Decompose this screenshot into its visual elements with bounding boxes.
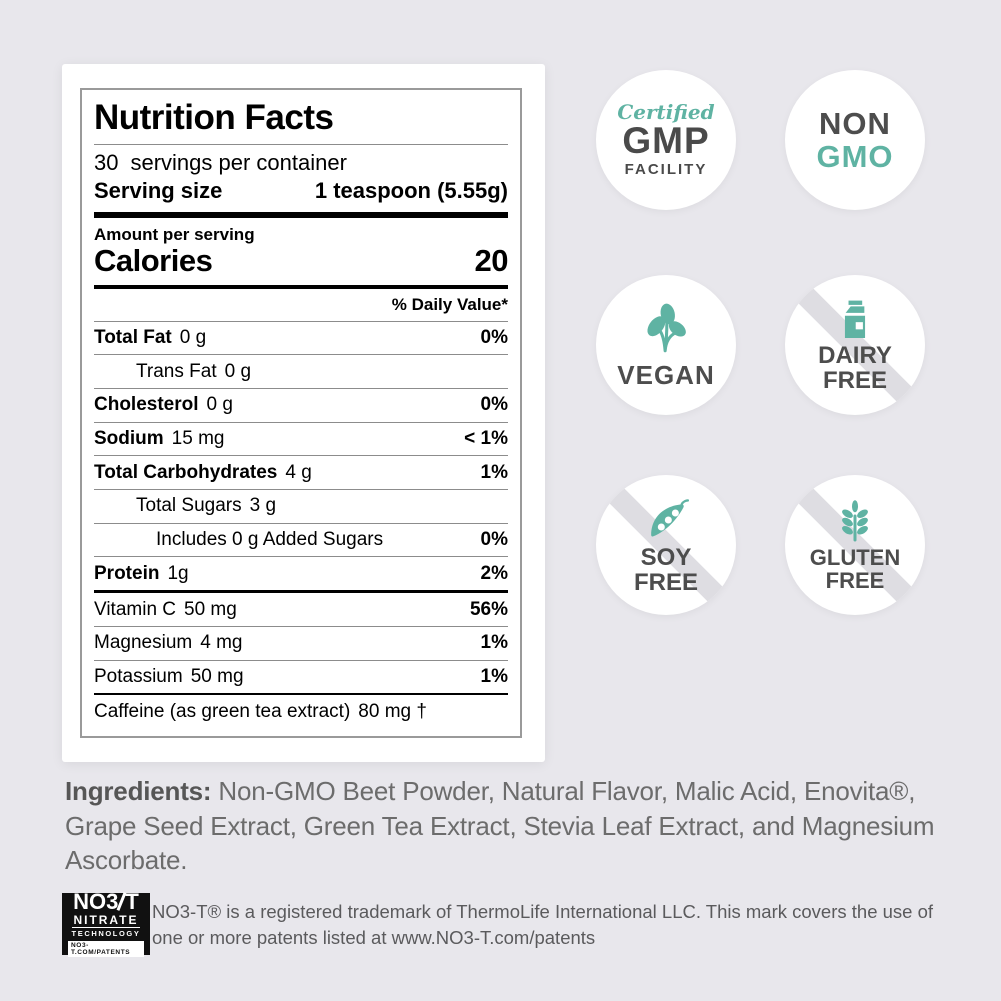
vegan-label: VEGAN <box>617 359 715 390</box>
ingredients-label: Ingredients: <box>65 776 212 806</box>
nutrient-row-protein: Protein 1g 2% <box>94 557 508 594</box>
milk-carton-icon <box>832 297 878 343</box>
nutrient-rows: Total Fat 0 g 0% Trans Fat 0 g Cholesterol… <box>94 322 508 728</box>
nutrient-row-total-carbohydrates: Total Carbohydrates 4 g 1% <box>94 456 508 491</box>
gmp-name-text: GMP <box>622 120 710 162</box>
ingredients-paragraph: Ingredients: Non-GMO Beet Powder, Natura… <box>65 774 970 878</box>
non-gmo-line2: GMO <box>816 139 894 174</box>
no3t-logo-wordmark: NO3 T <box>73 888 139 914</box>
serving-size-label: Serving size <box>94 178 223 203</box>
nutrition-facts-panel: Nutrition Facts 30 servings per container… <box>80 88 522 738</box>
calories-label: Calories <box>94 243 213 278</box>
daily-value-header: % Daily Value* <box>94 289 508 322</box>
gmp-certified-text: Certified <box>617 100 715 125</box>
nutrient-row-total-sugars: Total Sugars 3 g <box>94 490 508 524</box>
calories-value: 20 <box>474 243 509 278</box>
calories-row: Calories 20 <box>94 243 509 285</box>
dairy-free-line2: FREE <box>822 367 887 394</box>
nutrient-row-total-fat: Total Fat 0 g 0% <box>94 322 508 356</box>
servings-per-container: 30 servings per container <box>94 145 508 176</box>
badge-dairy-free: DAIRY FREE <box>785 275 925 415</box>
logo-technology-text: TECHNOLOGY <box>71 927 141 939</box>
nutrient-row-potassium: Potassium 50 mg 1% <box>94 661 508 696</box>
nutrient-row-trans-fat: Trans Fat 0 g <box>94 355 508 389</box>
no3t-nitrate-technology-logo: NO3 T NITRATE TECHNOLOGY NO3-T.COM/PATENT… <box>62 888 150 958</box>
ingredients-text: Non-GMO Beet Powder, Natural Flavor, Mal… <box>65 776 935 876</box>
amount-per-serving-label: Amount per serving <box>94 225 255 244</box>
badge-vegan: VEGAN <box>596 275 736 415</box>
serving-size-row: Serving size 1 teaspoon (5.55g) <box>94 176 508 212</box>
trademark-notice: NO3-T® is a registered trademark of Ther… <box>152 901 934 948</box>
badge-non-gmo: NON GMO <box>785 70 925 210</box>
sprout-leaf-icon <box>638 300 694 356</box>
wheat-icon <box>831 498 879 546</box>
nutrient-row-magnesium: Magnesium 4 mg 1% <box>94 627 508 661</box>
medium-divider <box>94 284 508 289</box>
nutrition-title: Nutrition Facts <box>94 96 508 145</box>
badge-gluten-free: GLUTEN FREE <box>785 475 925 615</box>
thick-divider <box>94 212 508 218</box>
gluten-free-line1: GLUTEN <box>809 544 901 570</box>
badge-certified-gmp-facility: Certified GMP FACILITY <box>596 70 736 210</box>
pea-pod-icon <box>641 495 691 545</box>
badge-soy-free: SOY FREE <box>596 475 736 615</box>
gmp-facility-text: FACILITY <box>624 160 708 178</box>
serving-size-value: 1 teaspoon (5.55g) <box>314 178 508 203</box>
nutrient-row-added-sugars: Includes 0 g Added Sugars 0% <box>94 524 508 558</box>
soy-free-line2: FREE <box>633 569 698 596</box>
dairy-free-line1: DAIRY <box>818 341 892 369</box>
nutrient-row-sodium: Sodium 15 mg < 1% <box>94 423 508 457</box>
nutrient-row-vitamin-c: Vitamin C 50 mg 56% <box>94 593 508 627</box>
nutrient-row-caffeine: Caffeine (as green tea extract) 80 mg † <box>94 700 427 722</box>
servings-label: servings per container <box>130 150 347 175</box>
non-gmo-line1: NON <box>819 105 891 141</box>
logo-patents-url: NO3-T.COM/PATENTS <box>68 941 144 958</box>
label-card: Nutrition Facts 30 servings per container… <box>62 64 545 762</box>
logo-nitrate-text: NITRATE <box>73 912 139 927</box>
soy-free-line1: SOY <box>640 543 692 571</box>
servings-count: 30 <box>94 150 119 175</box>
gluten-free-line2: FREE <box>825 568 885 593</box>
nutrient-row-cholesterol: Cholesterol 0 g 0% <box>94 389 508 423</box>
